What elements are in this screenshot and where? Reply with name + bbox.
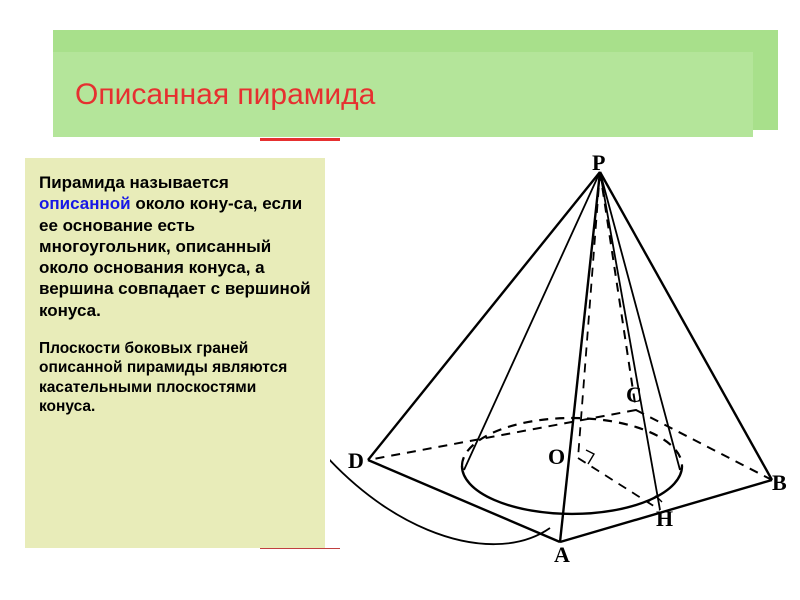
- edge-PB: [600, 172, 772, 480]
- cone-slant-right: [600, 172, 680, 470]
- definition-paragraph-2: Плоскости боковых граней описанной пирам…: [39, 339, 313, 417]
- header-inner: Описанная пирамида: [53, 52, 753, 137]
- label-O: O: [548, 444, 565, 470]
- diagram-svg: [330, 150, 790, 570]
- slide-title: Описанная пирамида: [75, 78, 375, 112]
- cone-slant-left: [464, 172, 600, 470]
- red-underline-top: [260, 138, 340, 141]
- label-H: H: [656, 506, 673, 532]
- label-B: B: [772, 470, 787, 496]
- p1-prefix: Пирамида называется: [39, 173, 229, 192]
- label-P: P: [592, 150, 605, 176]
- label-A: A: [554, 542, 570, 568]
- slant-PH: [600, 172, 660, 510]
- edge-PA: [560, 172, 600, 542]
- label-C: C: [626, 382, 642, 408]
- definition-box: Пирамида называется описанной около кону…: [25, 158, 325, 548]
- right-angle-O1: [586, 450, 594, 464]
- red-underline-bottom: [260, 548, 340, 549]
- pyramid-cone-diagram: P A B C D O H: [330, 150, 790, 570]
- p1-highlight: описанной: [39, 194, 131, 213]
- edge-PC: [600, 172, 636, 410]
- ellipse-front: [462, 466, 682, 514]
- label-D: D: [348, 448, 364, 474]
- edge-CD: [368, 410, 636, 460]
- definition-paragraph-1: Пирамида называется описанной около кону…: [39, 172, 313, 321]
- radius-OH: [578, 458, 660, 510]
- edge-PD: [368, 172, 600, 460]
